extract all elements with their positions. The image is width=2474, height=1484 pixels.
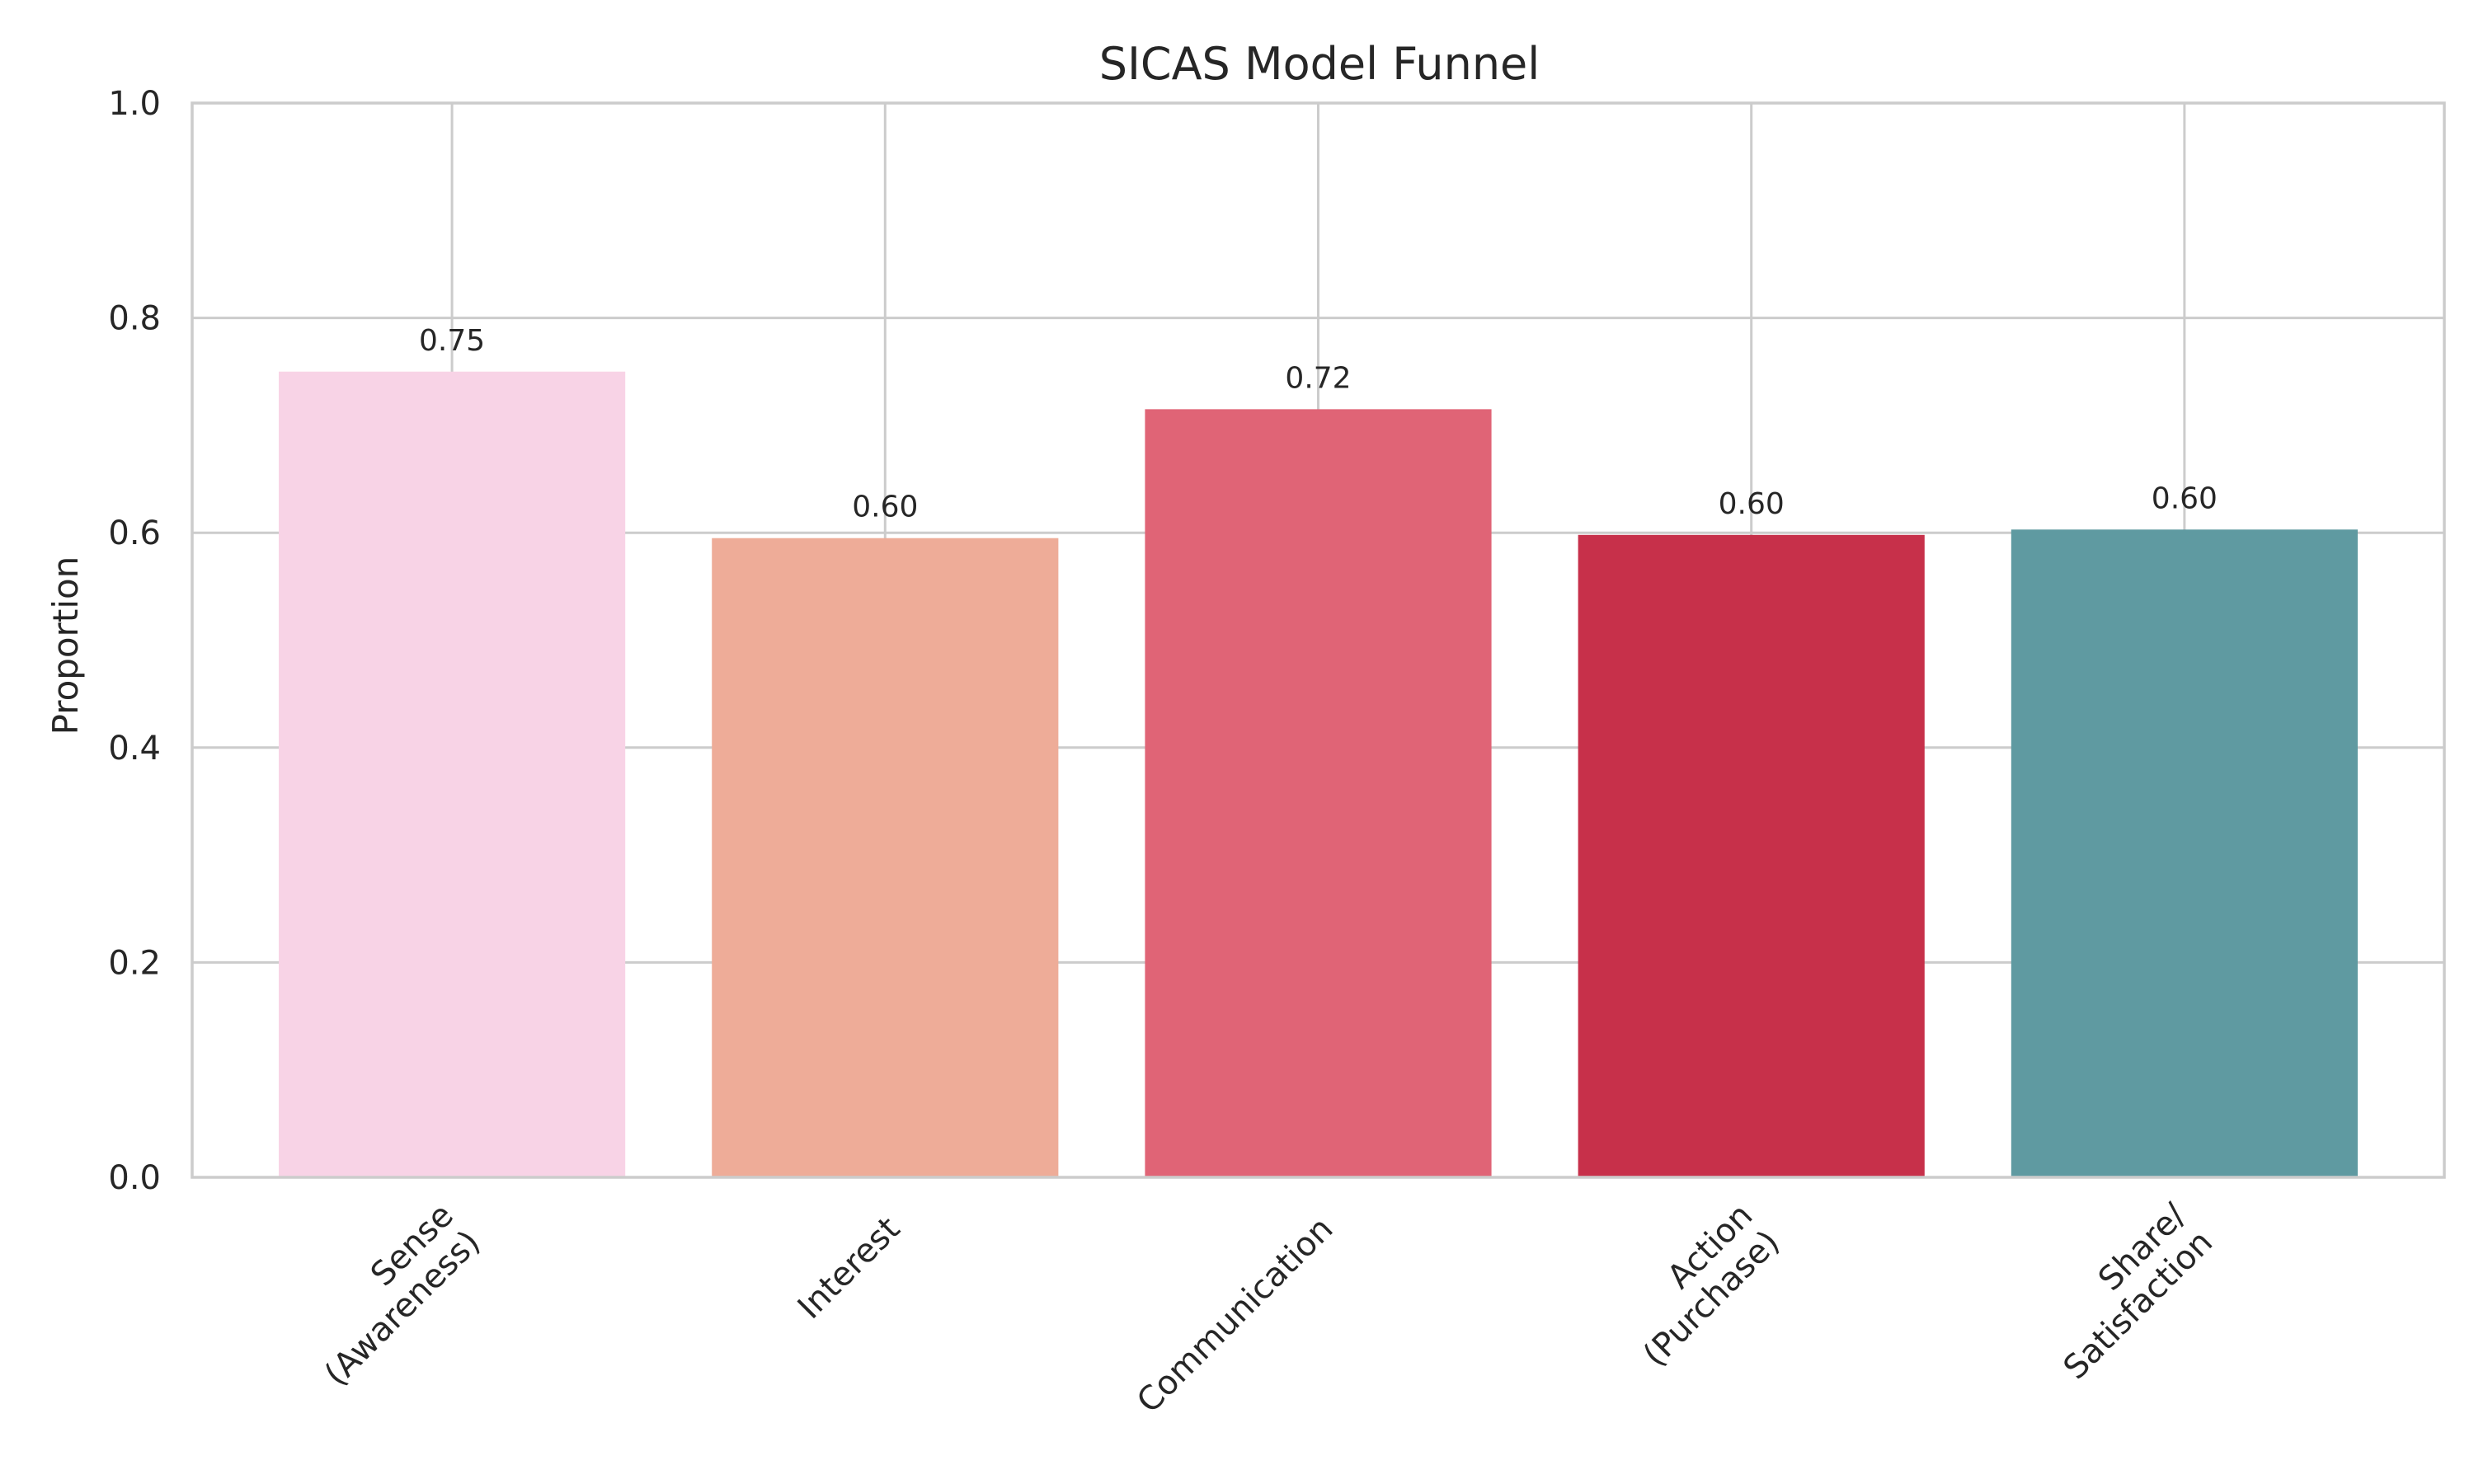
x-tick-label-line: Communication <box>1130 1209 1340 1420</box>
x-tick-label-line: Interest <box>791 1209 908 1327</box>
x-tick-label: Action(Purchase) <box>1636 1196 1787 1374</box>
y-tick-label: 0.0 <box>108 1159 161 1197</box>
data-label: 0.60 <box>2152 481 2218 515</box>
value-labels-layer: 0.75 0.60 0.72 0.60 0.60 <box>419 324 2218 524</box>
y-axis-ticks: 0.0 0.2 0.4 0.6 0.8 1.0 <box>108 85 161 1197</box>
bar <box>279 371 626 1177</box>
bars-layer <box>279 371 2358 1178</box>
x-tick-label: Sense(Awareness) <box>317 1196 487 1393</box>
bar <box>1145 409 1492 1178</box>
chart-title: SICAS Model Funnel <box>1099 38 1540 90</box>
plot-frame <box>190 101 2446 1179</box>
data-label: 0.60 <box>1719 487 1785 521</box>
y-tick-label: 0.2 <box>108 944 161 982</box>
y-tick-label: 0.6 <box>108 514 161 552</box>
bar <box>712 538 1059 1177</box>
x-tick-label: Communication <box>1130 1209 1340 1420</box>
data-label: 0.60 <box>852 491 918 524</box>
y-axis-label: Proportion <box>45 556 86 735</box>
x-axis-ticks: Sense(Awareness) Interest Communication Act… <box>317 1196 2221 1421</box>
x-tick-label: Interest <box>791 1209 908 1327</box>
bar <box>2011 529 2358 1177</box>
data-label: 0.72 <box>1285 361 1351 395</box>
data-label: 0.75 <box>419 324 485 358</box>
y-tick-label: 0.8 <box>108 300 161 338</box>
y-tick-label: 0.4 <box>108 730 161 768</box>
x-tick-label: Share/Satisfaction <box>2057 1196 2221 1387</box>
bar <box>1578 534 1925 1177</box>
y-tick-label: 1.0 <box>108 85 161 123</box>
